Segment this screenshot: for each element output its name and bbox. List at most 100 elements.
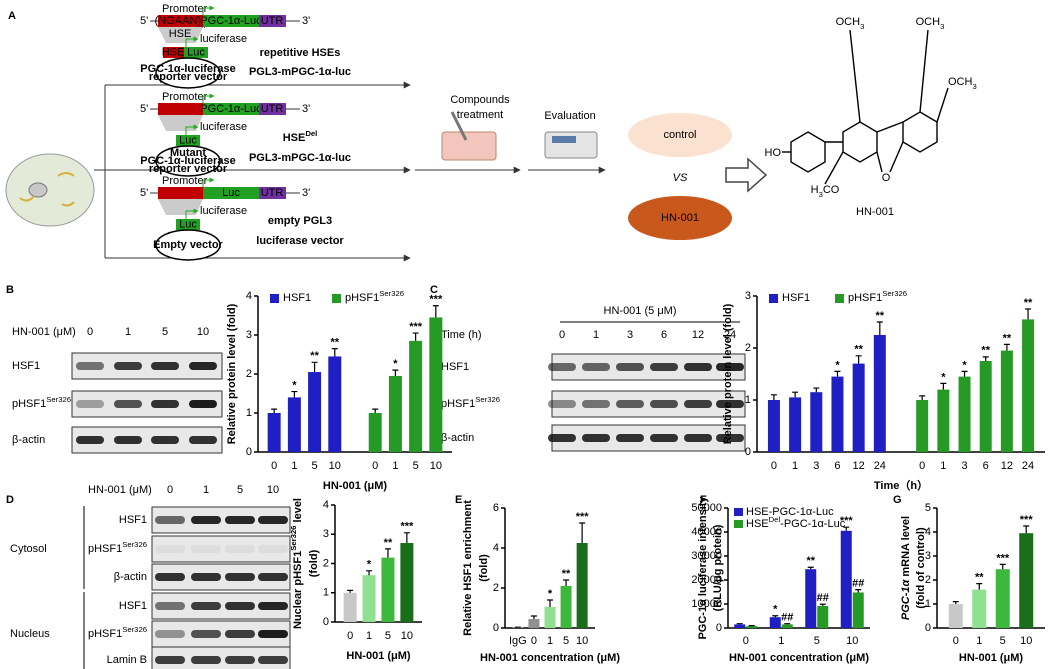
open-arrow (725, 157, 768, 193)
lane-title: Time (h) (441, 329, 482, 341)
error-bar (579, 522, 586, 543)
blot-band (151, 400, 179, 408)
error-bar (412, 332, 419, 341)
error-bar (807, 566, 814, 570)
blot-band (616, 363, 644, 371)
blot-band (684, 400, 712, 408)
blot-row-label: pHSF1Ser326 (12, 395, 71, 410)
hse-box (163, 47, 184, 58)
significance-label: *** (400, 521, 414, 533)
bar (544, 607, 556, 628)
x-tick-label: 10 (576, 635, 588, 647)
bar (789, 397, 802, 452)
y-tick-label: 2 (323, 557, 329, 569)
bar (409, 340, 423, 452)
blot-band (684, 363, 712, 371)
text-part: HSE (746, 518, 769, 530)
blot-band (258, 602, 288, 610)
bar (805, 569, 817, 628)
x-tick-label: 5 (312, 460, 318, 472)
step-label: Compounds (450, 94, 510, 106)
error-bar (813, 387, 820, 393)
blot-band (151, 362, 179, 370)
bar (368, 413, 382, 452)
y-tick-label: 0 (246, 446, 252, 458)
x-tick-label: 5 (413, 460, 419, 472)
vector-ring (155, 57, 221, 89)
bar (972, 589, 987, 628)
text-part: 3 (819, 190, 823, 199)
lane-label: 0 (559, 329, 565, 341)
control-label: control (663, 129, 696, 141)
strand-end: 3' (302, 103, 310, 115)
utr-box (259, 187, 286, 199)
bar (958, 376, 971, 452)
lane-label: 1 (125, 326, 131, 338)
x-tick-label: 5 (563, 635, 569, 647)
gene-box (203, 103, 259, 115)
tss-arrow (202, 93, 215, 103)
y-tick-label: 40000 (691, 526, 722, 538)
blot-band (225, 630, 255, 638)
x-tick-label: 1 (976, 635, 982, 647)
x-tick-label: 0 (743, 635, 749, 647)
error-bar (876, 321, 883, 335)
x-tick-label: 5 (814, 635, 820, 647)
text-part: Ser326 (379, 289, 404, 298)
y-axis-title: Relative HSF1 enrichment (462, 500, 474, 636)
text-part: OCH (916, 16, 941, 28)
text-part: 3 (972, 82, 976, 91)
bar (267, 413, 281, 452)
utr-label: UTR (261, 103, 284, 115)
blot-band (191, 573, 221, 581)
significance-label: * (393, 358, 398, 370)
bar (1022, 319, 1035, 452)
x-axis-title: HN-001 concentration (μM) (480, 652, 620, 664)
atom-label: OCH3 (836, 16, 865, 31)
error-bar (770, 394, 777, 400)
blot-band (114, 436, 142, 444)
blot-band (650, 363, 678, 371)
blot-band (258, 545, 288, 553)
panel-label: C (430, 284, 438, 296)
text-part: PGC-1α (900, 579, 912, 621)
text-part: 3 (940, 22, 944, 31)
error-bar (563, 579, 570, 586)
blot-band (548, 400, 576, 408)
vs-label: VS (673, 172, 688, 184)
significance-label: * (962, 359, 967, 371)
blot-band (582, 434, 610, 442)
legend-label: HSF1 (283, 292, 311, 304)
significance-label: * (292, 379, 297, 391)
gene-label: PGC-1α-Luc (200, 15, 262, 27)
structure-bonds (782, 29, 949, 185)
x-tick-label: 5 (385, 630, 391, 642)
text-part: pHSF1 (345, 292, 379, 304)
error-bar (784, 623, 791, 625)
significance-label: ** (876, 310, 885, 322)
text-part: Ser326 (122, 625, 147, 634)
bar (388, 375, 402, 452)
significance-label: ** (331, 337, 340, 349)
panel-a-layout (5, 29, 949, 262)
error-bar (1025, 308, 1032, 320)
luc-arrow (185, 36, 199, 47)
bar (817, 605, 829, 628)
y-tick-label: 2 (246, 368, 252, 380)
gene-box (203, 15, 259, 27)
significance-label: ## (852, 578, 864, 590)
blot-band (548, 434, 576, 442)
legend-label: HSF1 (782, 292, 810, 304)
legend-label: pHSF1Ser326 (848, 289, 907, 304)
blot-band (684, 434, 712, 442)
significance-label: ** (1024, 297, 1033, 309)
strand-end: 5' (140, 103, 148, 115)
x-tick-label: 0 (771, 460, 777, 472)
atom-label: OCH3 (916, 16, 945, 31)
x-tick-label: 10 (329, 460, 341, 472)
bar (852, 363, 865, 452)
error-bar (855, 355, 862, 364)
tss-arrow (202, 5, 215, 15)
blot-band (616, 400, 644, 408)
blot-row-label: HSF1 (119, 514, 147, 526)
